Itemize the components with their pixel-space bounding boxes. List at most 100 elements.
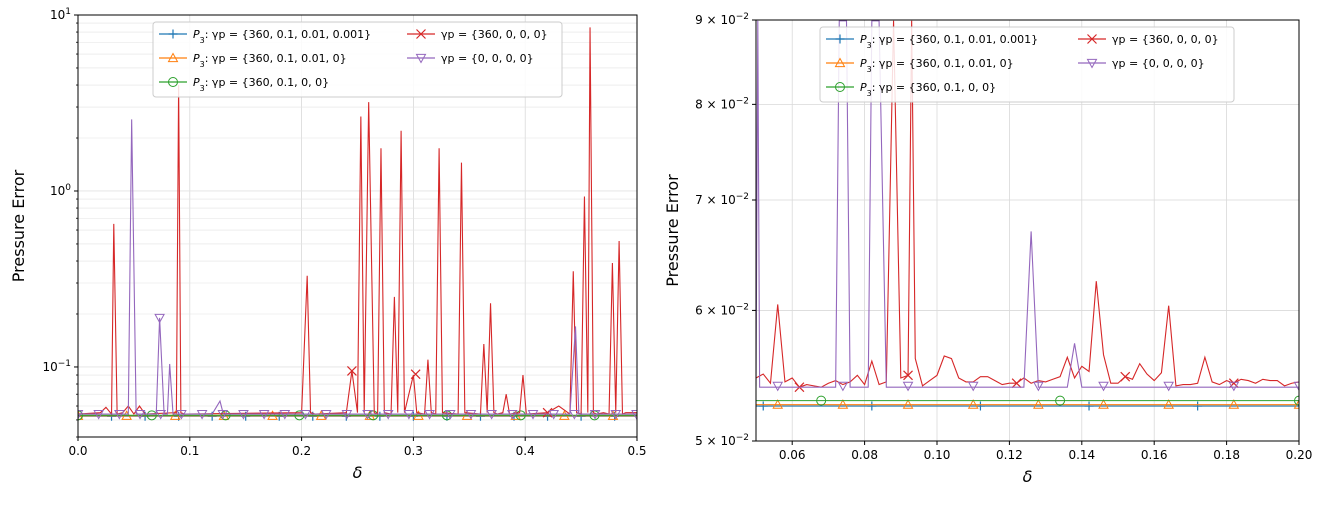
marker-s5	[444, 409, 456, 420]
y-tick-base: 10	[720, 434, 735, 448]
legend: P3: γp = {360, 0.1, 0.01, 0.001}P3: γp =…	[152, 21, 563, 98]
legend-item-s3: P3: γp = {360, 0.1, 0, 0}	[159, 76, 329, 93]
y-tick-mantissa: 9 ×	[695, 13, 720, 27]
marker-s3	[78, 410, 83, 421]
marker-s5	[176, 409, 187, 420]
y-tick-mantissa: 5 ×	[695, 434, 720, 448]
marker-s5	[1293, 381, 1299, 392]
legend-label: P3: γp = {360, 0.1, 0, 0}	[193, 76, 329, 93]
x-tick-label: 0.2	[292, 444, 311, 458]
marker-s3	[1294, 395, 1299, 406]
legend-item-s1: P3: γp = {360, 0.1, 0.01, 0.001}	[159, 28, 371, 45]
y-tick-label: 8 × 10−2	[695, 96, 749, 111]
marker-s1	[1084, 401, 1094, 411]
marker-s1	[867, 401, 877, 411]
x-tick-label: 0.1	[180, 444, 199, 458]
series-line-s5	[756, 20, 1299, 388]
legend-label: P3: γp = {360, 0.1, 0.01, 0.001}	[860, 33, 1038, 50]
legend-item-s3: P3: γp = {360, 0.1, 0, 0}	[826, 81, 996, 98]
legend-item-s5: γp = {0, 0, 0, 0}	[407, 52, 534, 65]
legend-label-prefix: P	[193, 52, 200, 65]
y-tick-base: 10	[720, 303, 735, 317]
x-axis-label: δ	[353, 463, 363, 482]
series-markers-s4	[346, 365, 553, 418]
series-line-s5	[78, 119, 637, 415]
y-tick-mantissa: 7 ×	[695, 193, 720, 207]
marker-s3	[515, 410, 526, 421]
series-markers-s5	[78, 313, 637, 420]
y-tick-exponent: 1	[65, 7, 71, 17]
legend-label-text: : γp = {360, 0.1, 0, 0}	[872, 81, 996, 94]
marker-s2	[772, 399, 784, 409]
legend-swatch-marker	[834, 57, 846, 68]
legend-label-text: : γp = {360, 0.1, 0.01, 0}	[205, 52, 347, 65]
marker-s4	[542, 407, 553, 418]
legend-item-s2: P3: γp = {360, 0.1, 0.01, 0}	[826, 57, 1014, 74]
y-tick-base: 10	[50, 8, 65, 22]
marker-s5	[362, 409, 373, 420]
marker-s5	[837, 381, 849, 392]
series-markers-s4	[794, 370, 1239, 393]
axes-frame	[755, 19, 1300, 442]
series-markers-s5	[772, 381, 1299, 392]
series-group	[756, 20, 1299, 411]
marker-s2	[1033, 399, 1044, 409]
marker-s5	[217, 409, 229, 420]
marker-s5	[341, 409, 353, 420]
legend-swatch-marker	[415, 53, 427, 64]
series-markers-s3	[816, 395, 1299, 406]
series-line-s4	[78, 27, 637, 416]
marker-s4	[1011, 378, 1022, 389]
marker-s5	[424, 409, 435, 420]
x-tick-label: 0.12	[996, 448, 1023, 462]
y-tick-label: 9 × 10−2	[695, 12, 749, 27]
x-tick-label: 0.06	[779, 448, 806, 462]
y-axis-label: Pressure Error	[663, 174, 682, 287]
axes-frame	[77, 14, 638, 438]
y-tick-mantissa: 8 ×	[695, 97, 720, 111]
marker-s4	[903, 370, 913, 381]
y-tick-exponent: −2	[736, 192, 749, 202]
legend-label-prefix: P	[193, 28, 200, 41]
marker-s5	[320, 409, 332, 420]
legend-swatch-marker	[835, 34, 845, 44]
marker-s5	[196, 409, 208, 420]
legend-label-prefix: P	[860, 33, 867, 46]
legend-label-text: γp = {0, 0, 0, 0}	[1112, 57, 1205, 70]
x-axis-label: δ	[1023, 467, 1033, 486]
marker-s2	[967, 399, 979, 409]
marker-s5	[1228, 381, 1240, 392]
marker-s1	[758, 401, 768, 411]
marker-s5	[569, 409, 580, 420]
legend-swatch-marker	[1087, 34, 1097, 44]
marker-s5	[154, 313, 165, 324]
y-tick-exponent: 0	[65, 183, 71, 193]
legend-label-text: : γp = {360, 0.1, 0, 0}	[205, 76, 329, 89]
legend-item-s2: P3: γp = {360, 0.1, 0.01, 0}	[159, 52, 347, 69]
marker-s2	[1163, 399, 1175, 409]
legend-label: P3: γp = {360, 0.1, 0.01, 0.001}	[193, 28, 371, 45]
legend-swatch-marker	[168, 77, 178, 87]
marker-s3	[1055, 395, 1066, 406]
legend-label-sub: 3	[200, 60, 205, 69]
marker-s5	[238, 409, 249, 420]
y-tick-label: 7 × 10−2	[695, 192, 749, 207]
x-tick-label: 0.5	[627, 444, 646, 458]
y-tick-base: 10	[720, 13, 735, 27]
marker-s5	[134, 409, 146, 420]
y-ticks: 5 × 10−26 × 10−27 × 10−28 × 10−29 × 10−2	[695, 12, 756, 448]
x-ticks: 0.0 0.1 0.2 0.3 0.4 0.5	[68, 437, 647, 458]
legend-label-text: : γp = {360, 0.1, 0.01, 0.001}	[872, 33, 1038, 46]
y-tick-base: 10	[50, 184, 65, 198]
marker-s2	[1098, 399, 1109, 409]
legend-label-text: γp = {360, 0, 0, 0}	[441, 28, 548, 41]
y-tick-label: 100	[50, 183, 71, 198]
x-tick-label: 0.16	[1141, 448, 1168, 462]
x-tick-label: 0.10	[924, 448, 951, 462]
marker-s2	[1228, 399, 1240, 409]
marker-s5	[258, 409, 270, 420]
legend-label-sub: 3	[200, 84, 205, 93]
legend-label: P3: γp = {360, 0.1, 0.01, 0}	[860, 57, 1014, 74]
marker-s5	[382, 409, 394, 420]
